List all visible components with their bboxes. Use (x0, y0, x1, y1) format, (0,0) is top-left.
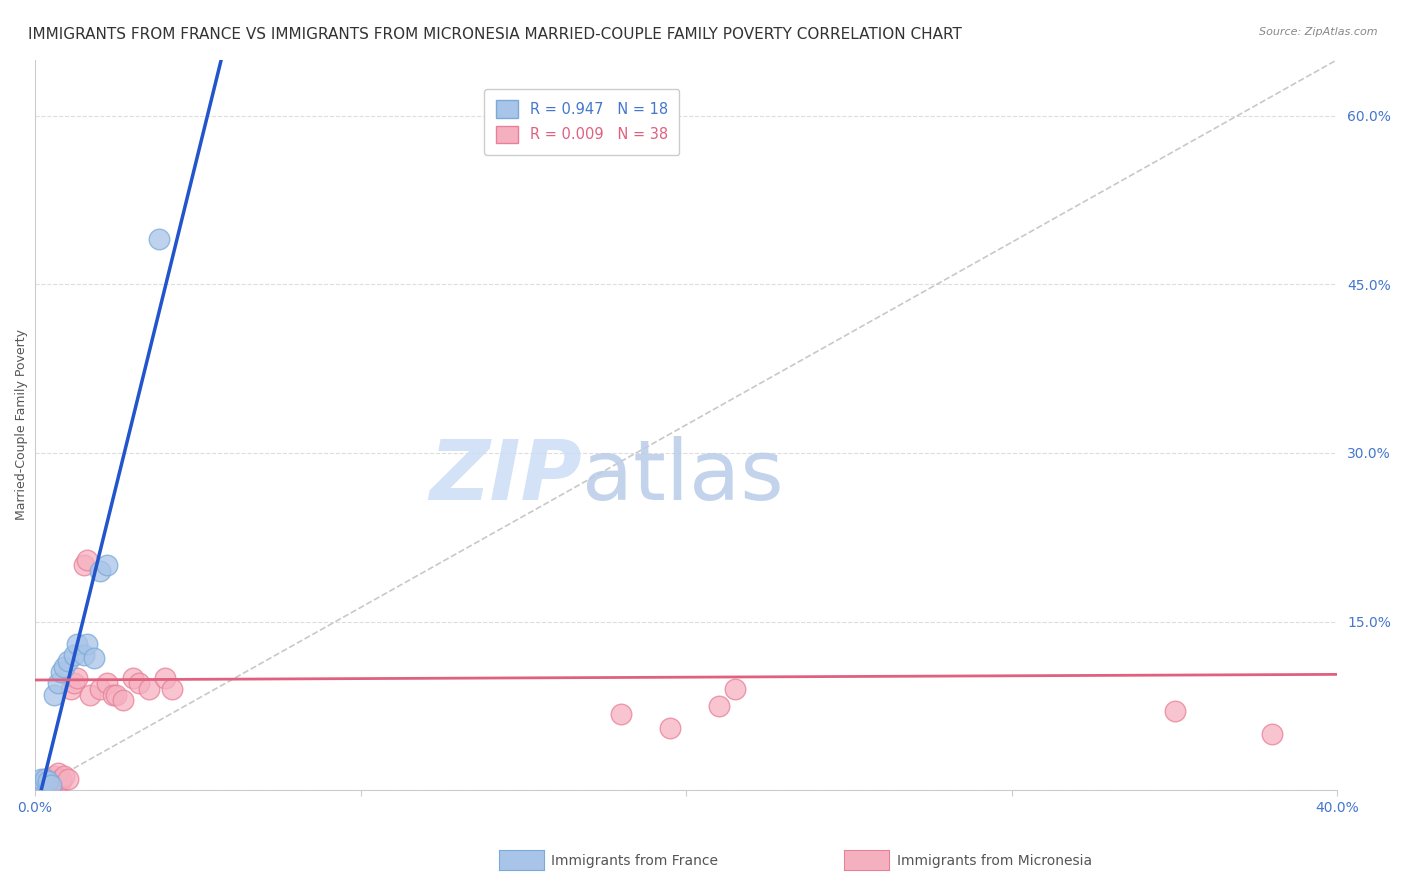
Text: Immigrants from France: Immigrants from France (551, 854, 718, 868)
Text: ZIP: ZIP (429, 435, 582, 516)
Point (724, 681, 747, 696)
Text: atlas: atlas (582, 435, 783, 516)
Point (138, 681, 160, 696)
Point (46, 676, 69, 690)
Point (27, 780, 49, 795)
Point (34, 780, 56, 794)
Point (30, 772, 52, 786)
Point (27, 778, 49, 792)
Point (37, 774, 59, 789)
Point (46, 766, 69, 780)
Point (89, 681, 111, 696)
Point (128, 676, 150, 690)
Point (148, 232, 170, 246)
Point (707, 698, 730, 713)
Point (56, 654, 79, 668)
Y-axis label: Married-Couple Family Poverty: Married-Couple Family Poverty (15, 329, 28, 520)
Point (49, 774, 72, 789)
Text: Immigrants from Micronesia: Immigrants from Micronesia (897, 854, 1092, 868)
Text: IMMIGRANTS FROM FRANCE VS IMMIGRANTS FROM MICRONESIA MARRIED-COUPLE FAMILY POVER: IMMIGRANTS FROM FRANCE VS IMMIGRANTS FRO… (28, 27, 962, 42)
Point (73, 648, 96, 663)
Point (27, 783, 49, 797)
Point (96, 676, 118, 690)
Point (66, 671, 89, 685)
Point (76, 553, 98, 567)
Point (63, 648, 86, 663)
Point (44, 768, 66, 782)
Point (121, 671, 143, 685)
Point (101, 688, 124, 702)
Text: Source: ZipAtlas.com: Source: ZipAtlas.com (1260, 27, 1378, 37)
Legend: R = 0.947   N = 18, R = 0.009   N = 38: R = 0.947 N = 18, R = 0.009 N = 38 (485, 89, 679, 155)
Point (49, 665, 72, 680)
Point (39, 778, 62, 792)
Point (153, 671, 176, 685)
Point (44, 688, 66, 702)
Point (39, 772, 62, 786)
Point (39, 783, 62, 797)
Point (96, 558, 118, 573)
Point (76, 637, 98, 651)
Point (610, 706, 633, 721)
Point (37, 774, 59, 789)
Point (111, 693, 134, 707)
Point (56, 772, 79, 786)
Point (37, 778, 59, 792)
Point (66, 637, 89, 651)
Point (160, 681, 183, 696)
Point (105, 688, 128, 702)
Point (1163, 705, 1185, 719)
Point (1261, 727, 1284, 741)
Point (53, 768, 76, 782)
Point (63, 676, 86, 690)
Point (59, 681, 82, 696)
Point (30, 783, 52, 797)
Point (30, 778, 52, 792)
Point (89, 564, 111, 578)
Point (34, 772, 56, 786)
Point (83, 650, 105, 665)
Point (34, 772, 56, 786)
Point (49, 772, 72, 786)
Point (73, 558, 96, 573)
Point (79, 688, 101, 702)
Point (53, 659, 76, 673)
Point (658, 722, 681, 736)
